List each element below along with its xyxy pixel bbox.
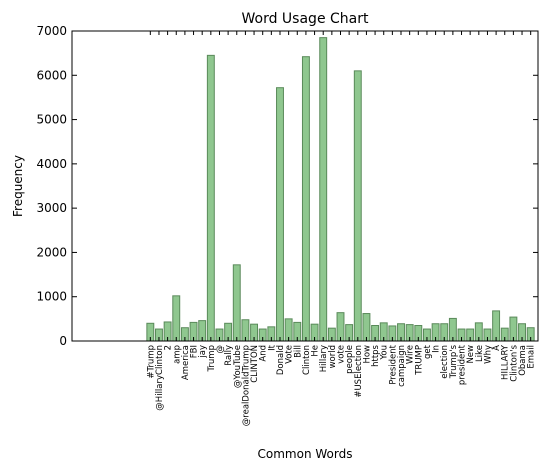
y-tick-label: 7000: [36, 24, 67, 38]
x-tick-label: TRUMP: [414, 345, 424, 376]
x-tick-label: Rally: [224, 345, 234, 366]
x-tick-label: Clinton's: [509, 344, 519, 381]
x-tick-label: @realDonaldTrump: [241, 345, 251, 426]
x-tick-label: get: [423, 344, 433, 359]
x-tick-label: @YouTube: [233, 345, 243, 388]
x-tick-label: vote: [337, 345, 347, 364]
y-tick-label: 3000: [36, 201, 67, 215]
x-tick-label: Trump: [207, 345, 217, 373]
bar: [206, 54, 215, 342]
bar: [276, 87, 284, 342]
bar: [492, 310, 501, 342]
x-tick-label: It: [267, 344, 277, 351]
x-tick-label: New: [466, 345, 476, 364]
plot-frame: [71, 30, 539, 342]
x-tick-label: HILLARY: [501, 344, 511, 380]
bar: [232, 264, 241, 342]
x-tick-label: world: [328, 345, 338, 368]
bar: [319, 37, 328, 342]
x-tick-label: FBI: [190, 345, 200, 358]
x-tick-label: Clinton: [302, 345, 312, 375]
x-tick-label: @HillaryClinton: [155, 345, 165, 411]
x-tick-label: Why: [483, 345, 493, 364]
x-tick-label: #Trump: [146, 345, 156, 379]
x-tick-label: Bill: [293, 345, 303, 358]
y-tick-label: 6000: [36, 68, 67, 82]
x-tick-label: amp: [172, 345, 182, 364]
x-tick-label: Like: [475, 345, 485, 362]
chart-title: Word Usage Chart: [242, 11, 369, 27]
x-tick-label: And: [259, 345, 269, 362]
x-tick-label: Wire: [406, 345, 416, 364]
x-tick-label: people: [345, 345, 355, 374]
x-tick-label: jay: [198, 345, 208, 359]
x-tick-label: CLINTON: [250, 345, 260, 383]
y-tick-label: 4000: [36, 157, 67, 171]
x-tick-label: @: [215, 345, 225, 354]
bar: [336, 312, 345, 342]
x-tick-label: Obama: [518, 345, 528, 376]
bar: [172, 295, 181, 342]
x-tick-label: America: [181, 345, 191, 380]
x-tick-label: https: [371, 344, 381, 366]
x-tick-label: #USElection: [354, 345, 364, 398]
y-tick-label: 2000: [36, 245, 67, 259]
y-tick-label: 1000: [36, 290, 67, 304]
x-tick-label: Trump's: [449, 344, 459, 379]
y-axis-label: Frequency: [11, 155, 25, 217]
x-tick-label: President: [388, 344, 398, 384]
x-tick-label: 2: [164, 345, 174, 350]
x-tick-label: Hillary: [319, 345, 329, 372]
x-tick-label: election: [440, 345, 450, 379]
x-tick-label: In: [432, 345, 442, 353]
x-tick-label: president: [458, 344, 468, 385]
x-tick-label: campaign: [397, 345, 407, 387]
y-tick-label: 0: [59, 334, 67, 348]
x-tick-label: How: [362, 345, 372, 364]
bar: [301, 56, 310, 342]
x-tick-label: Donald: [276, 345, 286, 375]
bar: [353, 70, 362, 342]
x-tick-label: A: [492, 345, 502, 351]
x-axis-label: Common Words: [258, 447, 353, 461]
y-tick-label: 5000: [36, 113, 67, 127]
x-tick-label: You: [380, 345, 390, 361]
x-tick-label: Email: [527, 345, 537, 369]
bar: [362, 313, 371, 342]
x-tick-label: He: [311, 345, 321, 357]
x-tick-label: Vote: [285, 345, 295, 364]
